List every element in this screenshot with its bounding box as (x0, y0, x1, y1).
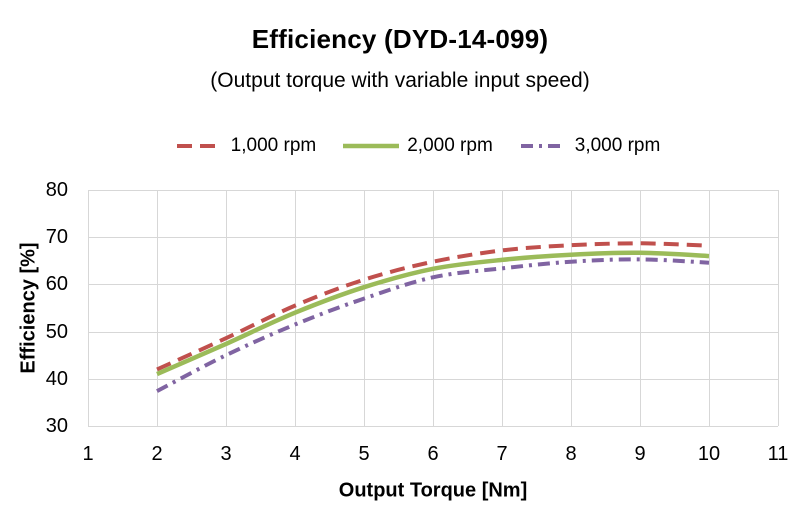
y-tick-label: 70 (45, 226, 68, 249)
x-tick-label: 6 (427, 443, 439, 465)
y-tick-label: 40 (45, 367, 68, 390)
x-tick-label: 3 (220, 443, 232, 465)
legend-item-1000-rpm: 1,000 rpm (176, 135, 317, 157)
chart-title: Efficiency (DYD-14-099) (251, 24, 549, 54)
series-line-2-000-rpm (156, 250, 710, 377)
x-tick-label: 5 (358, 443, 370, 465)
y-tick-label: 60 (45, 273, 68, 296)
y-axis-label: Efficiency [%] (17, 242, 40, 374)
legend: 1,000 rpm 2,000 rpm 3,000 rpm (18, 135, 800, 157)
y-tick-label: 80 (45, 179, 68, 201)
legend-label-3000-rpm: 3,000 rpm (574, 135, 661, 156)
x-tick-label: 9 (634, 443, 646, 465)
dashed-line-icon (176, 144, 222, 148)
x-tick-label: 10 (697, 443, 721, 465)
y-tick-label: 50 (45, 320, 68, 343)
x-tick-label: 8 (565, 443, 577, 465)
legend-label-2000-rpm: 2,000 rpm (407, 135, 493, 156)
x-tick-label: 1 (82, 443, 94, 465)
series-line-3-000-rpm (156, 257, 710, 393)
x-axis-label: Output Torque [Nm] (338, 479, 528, 502)
chart-subtitle: (Output torque with variable input speed… (210, 69, 590, 92)
x-tick-label: 7 (496, 443, 508, 465)
series-line-1-000-rpm (156, 241, 710, 372)
x-tick-label: 11 (767, 443, 789, 465)
legend-label-1000-rpm: 1,000 rpm (230, 135, 317, 156)
legend-item-2000-rpm: 2,000 rpm (343, 135, 493, 157)
legend-item-3000-rpm: 3,000 rpm (520, 135, 661, 157)
x-tick-label: 2 (151, 443, 163, 465)
y-tick-label: 30 (45, 415, 68, 437)
solid-line-icon (343, 143, 400, 149)
dash-dot-line-icon (520, 144, 566, 148)
x-tick-label: 4 (289, 443, 301, 465)
